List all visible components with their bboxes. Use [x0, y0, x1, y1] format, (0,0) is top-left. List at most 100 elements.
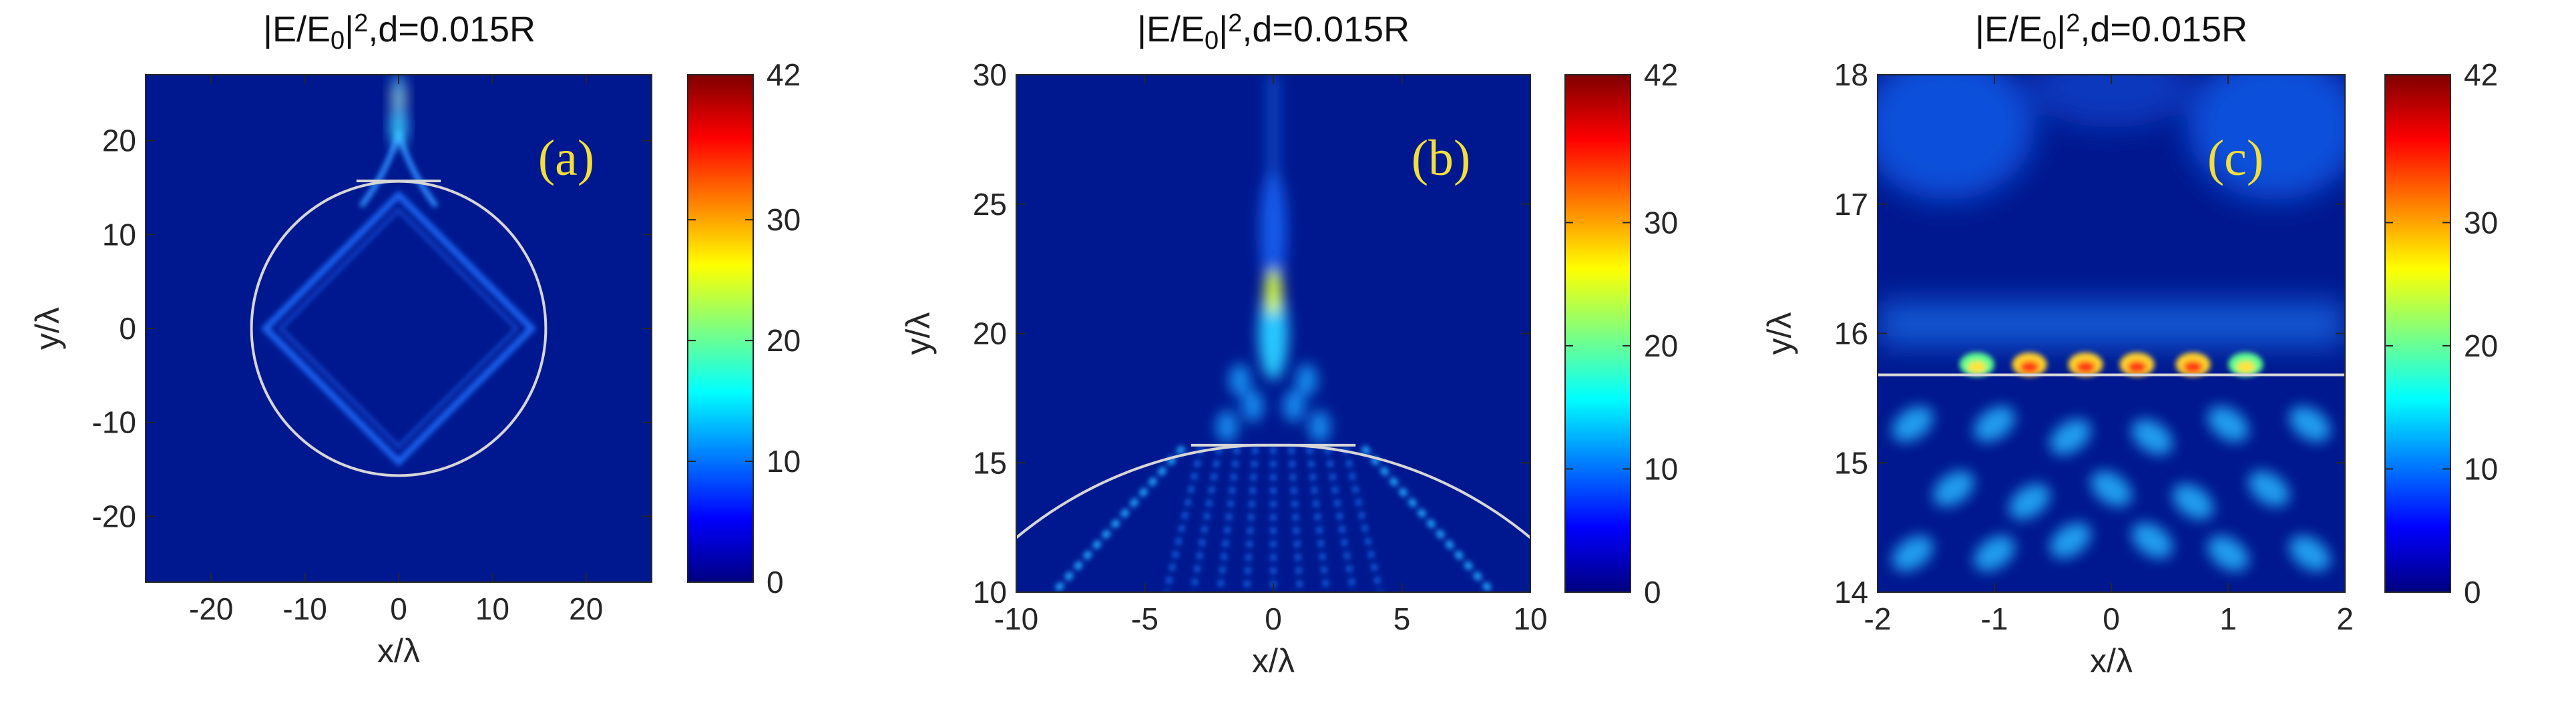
panel-a: |E/E0|2,d=0.015R -20 -10 0 10 20 -20 -10 0 10 20 x… [0, 0, 859, 721]
field-lobe [1283, 390, 1305, 422]
panel-label-a: (a) [538, 130, 594, 186]
field-lobe [1216, 411, 1238, 443]
panel-b: |E/E0|2,d=0.015R -10 -5 0 5 10 10 15 20 25 30 x/λ y… [859, 0, 1717, 721]
field-ray [1324, 447, 1357, 592]
field-ray [1217, 447, 1241, 592]
field-ray-left-edge [1052, 445, 1186, 592]
field-ray [1306, 447, 1330, 592]
colorbar-tick-label-b: 10 [1644, 451, 1678, 486]
field-hotspot [1265, 269, 1282, 315]
x-tick-label-a: 0 [390, 591, 407, 626]
panel-label-b: (b) [1412, 130, 1471, 186]
field-lobe [1229, 364, 1251, 397]
colorbar-tick-label-a: 30 [767, 202, 801, 237]
chart-b-svg: |E/E0|2,d=0.015R -10 -5 0 5 10 10 15 20 25 30 x/λ y… [899, 9, 1678, 680]
field-lobe [1309, 411, 1331, 443]
y-axis-label-b: y/λ [899, 312, 937, 355]
y-tick-label-c: 16 [1834, 316, 1868, 351]
y-tick-label-b: 10 [973, 575, 1007, 610]
y-tick-label-c: 17 [1834, 187, 1868, 222]
x-axis-label-c: x/λ [2090, 642, 2133, 680]
field-interference [1052, 445, 1494, 592]
field-surface-band [1878, 301, 2345, 346]
x-tick-label-a: -10 [282, 591, 327, 626]
field-glow-top [2031, 75, 2191, 128]
field-lobe [2131, 522, 2173, 559]
colorbar-tick-label-b: 20 [1644, 328, 1678, 363]
y-tick-label-b: 20 [973, 316, 1007, 351]
chart-a-svg: |E/E0|2,d=0.015R -20 -10 0 10 20 -20 -10 0 10 20 x… [29, 9, 801, 670]
y-tick-label-a: -20 [92, 499, 136, 533]
colorbar-c [2384, 74, 2451, 593]
field-lobe [1892, 406, 1934, 442]
y-tick-label-a: 20 [102, 124, 136, 158]
y-tick-label-c: 14 [1834, 575, 1868, 610]
y-tick-label-c: 18 [1834, 57, 1868, 92]
field-lobes [1216, 364, 1331, 443]
colorbar-tick-label-a: 42 [767, 57, 801, 92]
x-tick-label-c: 1 [2219, 602, 2237, 636]
field-lobe [1242, 390, 1264, 422]
colorbar-tick-label-a: 10 [767, 444, 801, 479]
colorbar-tick-label-c: 0 [2464, 575, 2481, 610]
field-lobe [1892, 535, 1934, 571]
y-tick-label-b: 25 [973, 187, 1007, 222]
chart-c-title: |E/E0|2,d=0.015R [1975, 9, 2247, 55]
field-ray [1190, 447, 1223, 592]
y-tick-label-b: 15 [973, 445, 1007, 480]
field-lobe [1296, 364, 1318, 397]
field-hotspot-core [1967, 360, 1986, 373]
field-lobe [2091, 471, 2132, 507]
x-tick-label-a: 20 [569, 591, 603, 626]
colorbar-tick-label-b: 0 [1644, 575, 1661, 610]
field-hotspot-core [2127, 360, 2147, 373]
field-lobe [2050, 419, 2091, 455]
x-tick-label-b: 10 [1513, 602, 1547, 636]
x-tick-label-c: 2 [2336, 602, 2354, 636]
field-upper-glow [1878, 75, 2345, 346]
field-lobe [2172, 483, 2214, 519]
field-diamond-inner [277, 207, 520, 450]
field-hotspot-core [2076, 360, 2095, 373]
x-axis-label-b: x/λ [1252, 642, 1295, 680]
y-axis-label-c: y/λ [1761, 312, 1798, 355]
y-tick-label-a: 10 [102, 217, 136, 252]
field-jet-stem [395, 75, 403, 122]
field-jet-stem [1267, 75, 1280, 178]
colorbar-tick-label-a: 20 [767, 323, 801, 358]
field-lobe [1974, 535, 2015, 571]
field-lobe [2131, 419, 2173, 455]
chart-a-title: |E/E0|2,d=0.015R [263, 9, 535, 55]
chart-c-svg: |E/E0|2,d=0.015R -2 -1 0 1 2 14 15 16 17 18 x/λ y/λ… [1761, 9, 2498, 680]
colorbar-tick-label-c: 42 [2464, 57, 2498, 92]
x-tick-label-c: 0 [2103, 602, 2120, 636]
x-axis-label-a: x/λ [377, 632, 420, 670]
field-lobe [2289, 406, 2331, 442]
heatmap-field-b [1052, 75, 1494, 592]
colorbar-tick-label-a: 0 [767, 565, 784, 599]
chart-b-title: |E/E0|2,d=0.015R [1137, 9, 1410, 55]
field-ray [1163, 447, 1205, 592]
field-jet-body [1259, 286, 1288, 381]
y-tick-label-c: 15 [1834, 445, 1868, 480]
field-glow-left [1878, 75, 2034, 200]
field-surface-hotspots [1959, 352, 2264, 377]
x-tick-label-a: -20 [189, 591, 233, 626]
field-lower-lobes [1892, 406, 2331, 571]
field-lobe [2207, 406, 2249, 442]
colorbar-tick-label-b: 42 [1644, 57, 1678, 92]
x-tick-label-a: 10 [475, 591, 509, 626]
x-tick-label-b: 5 [1393, 602, 1411, 636]
field-lobe [2050, 522, 2091, 559]
colorbar-b [1564, 74, 1631, 593]
field-diamond-pattern [260, 130, 537, 467]
x-tick-label-b: -10 [994, 602, 1038, 636]
colorbar-a [687, 74, 754, 583]
field-lobe [2248, 471, 2290, 507]
x-tick-label-b: 0 [1265, 602, 1282, 636]
field-diamond-ring [260, 190, 537, 467]
x-tick-label-b: -5 [1131, 602, 1158, 636]
field-lobe [2008, 483, 2051, 519]
field-ray [1342, 447, 1383, 592]
y-axis-label-a: y/λ [29, 307, 66, 350]
